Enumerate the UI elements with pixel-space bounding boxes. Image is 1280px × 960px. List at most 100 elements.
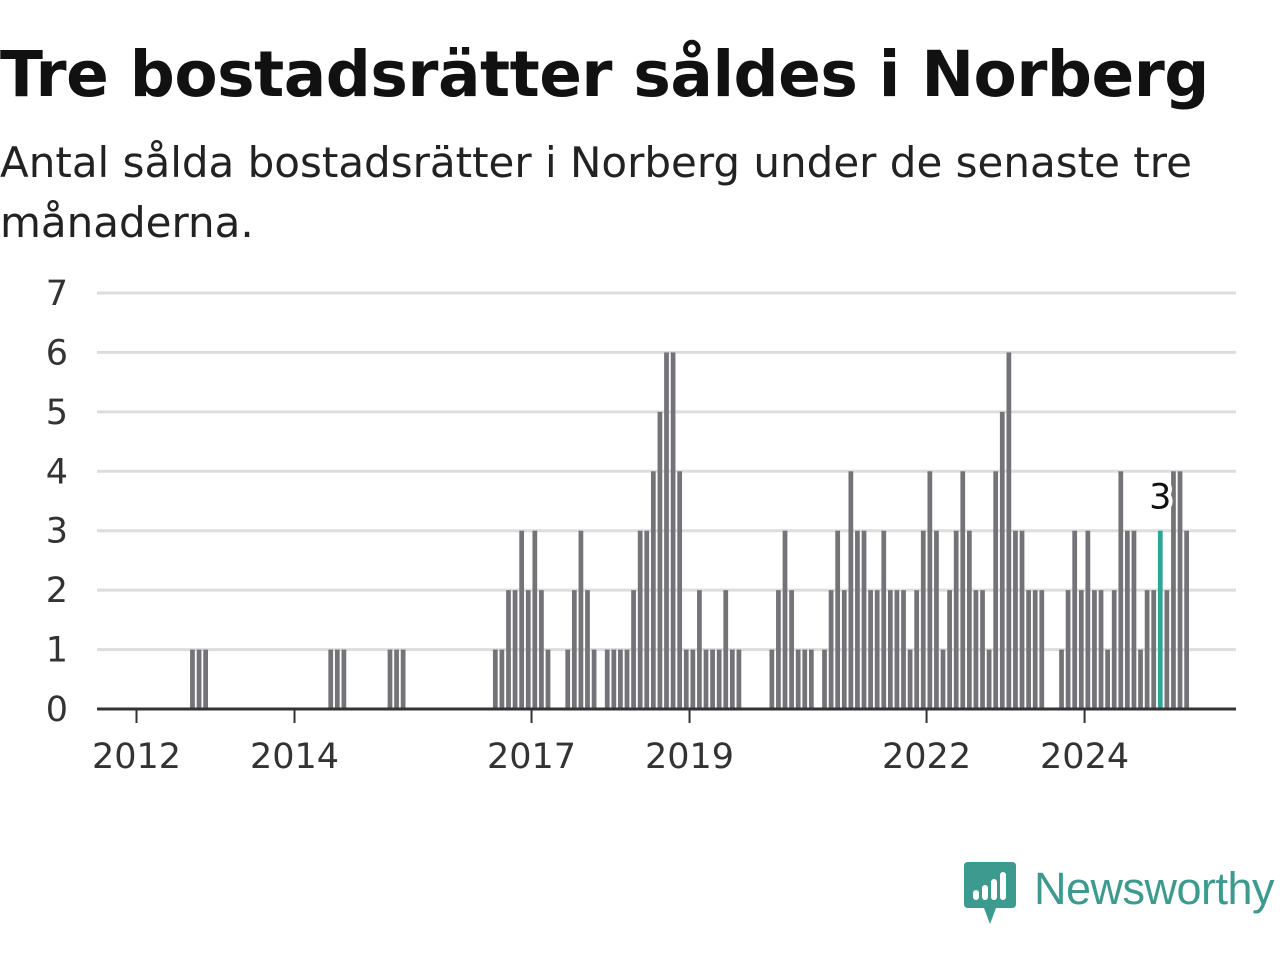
bar	[841, 590, 847, 709]
bar	[1105, 649, 1110, 709]
bar	[1078, 590, 1084, 709]
bar	[545, 649, 551, 709]
bar	[664, 352, 669, 709]
y-tick-label: 7	[46, 274, 68, 314]
x-tick-label: 2019	[645, 737, 734, 777]
bar	[1151, 590, 1157, 709]
bar	[525, 590, 531, 709]
y-tick-label: 5	[46, 393, 68, 433]
bar	[611, 649, 617, 709]
bar	[1006, 352, 1012, 709]
bar	[808, 649, 814, 709]
bar	[736, 649, 742, 709]
x-tick-label: 2022	[882, 737, 971, 777]
bar	[920, 530, 926, 709]
bar	[934, 530, 939, 709]
bar	[519, 530, 525, 709]
y-tick-label: 3	[46, 512, 68, 552]
y-tick-label: 2	[46, 571, 68, 611]
bar	[901, 590, 906, 709]
bar	[802, 649, 808, 709]
bar	[506, 590, 511, 709]
bar	[1171, 471, 1176, 709]
data-labels: 3	[1145, 474, 1175, 522]
bar	[861, 530, 867, 709]
bar	[1065, 590, 1071, 709]
bar	[578, 530, 584, 709]
bar	[334, 649, 340, 709]
y-tick-label: 1	[46, 631, 68, 671]
bar	[980, 590, 985, 709]
bar	[855, 530, 860, 709]
bar	[637, 530, 643, 709]
bar	[604, 649, 610, 709]
bars	[190, 352, 1189, 709]
bar	[973, 590, 979, 709]
bar	[591, 649, 597, 709]
bar	[723, 590, 729, 709]
bar	[328, 649, 334, 709]
highlight-bar	[1157, 530, 1163, 709]
y-tick-label: 6	[46, 333, 68, 373]
bar	[907, 649, 913, 709]
bar	[1019, 530, 1025, 709]
bar	[190, 649, 195, 709]
bar	[729, 649, 735, 709]
bar	[894, 590, 900, 709]
bar	[1131, 530, 1137, 709]
bar	[1039, 590, 1045, 709]
bar	[1098, 590, 1104, 709]
bar	[828, 590, 834, 709]
bar	[822, 649, 827, 709]
bar	[776, 590, 781, 709]
x-tick-label: 2012	[92, 737, 181, 777]
bar	[650, 471, 656, 709]
bar	[887, 590, 893, 709]
bar	[1164, 590, 1170, 709]
bar	[993, 471, 999, 709]
newsworthy-logo-icon	[964, 862, 1016, 924]
bar	[1072, 530, 1078, 709]
bar	[677, 471, 683, 709]
bar	[1138, 649, 1143, 709]
bar	[196, 649, 202, 709]
bar	[341, 649, 347, 709]
y-tick-label: 4	[46, 452, 68, 492]
x-tick-label: 2017	[487, 737, 576, 777]
page-subtitle: Antal sålda bostadsrätter i Norberg unde…	[0, 138, 1192, 247]
bar	[1124, 530, 1130, 709]
bar	[881, 530, 887, 709]
bar	[966, 530, 972, 709]
bar	[1013, 530, 1018, 709]
brand-name: Newsworthy	[1034, 863, 1275, 914]
bar	[657, 411, 663, 709]
bar	[1177, 471, 1183, 709]
bar	[986, 649, 992, 709]
page-title: Tre bostadsrätter såldes i Norberg	[0, 38, 1209, 111]
bar	[789, 590, 794, 709]
bar	[683, 649, 689, 709]
bar	[914, 590, 920, 709]
bar	[203, 649, 209, 709]
bar	[565, 649, 571, 709]
bar	[624, 649, 630, 709]
bar	[703, 649, 709, 709]
bar	[835, 530, 841, 709]
x-axis: 2012 2014 2017 2019 2022 2024	[92, 707, 1236, 777]
bar	[1144, 590, 1150, 709]
y-axis-ticks: 0 1 2 3 4 5 6 7	[46, 274, 68, 730]
bar	[960, 471, 966, 709]
bar	[1092, 590, 1097, 709]
bar	[1059, 649, 1064, 709]
data-label: 3	[1149, 478, 1171, 518]
bar	[670, 352, 676, 709]
bar	[868, 590, 873, 709]
bar	[999, 411, 1005, 709]
bar	[499, 649, 505, 709]
bar	[1118, 471, 1124, 709]
bar	[492, 649, 498, 709]
bar	[1184, 530, 1189, 709]
bar	[874, 590, 880, 709]
bar	[953, 530, 959, 709]
